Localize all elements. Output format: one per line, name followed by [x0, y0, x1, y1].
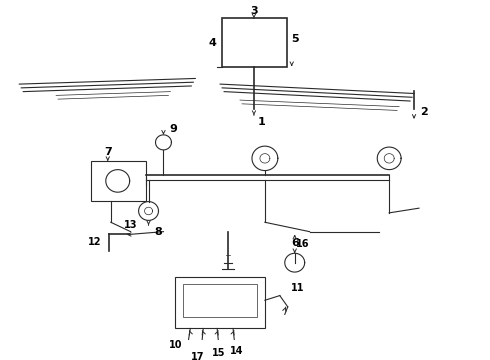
Text: 7: 7: [104, 147, 112, 157]
Text: 17: 17: [191, 352, 204, 360]
Text: 15: 15: [212, 348, 226, 358]
Text: 6: 6: [291, 238, 298, 248]
Text: 11: 11: [291, 283, 304, 293]
Bar: [222, 18, 287, 67]
Text: 8: 8: [155, 227, 162, 237]
Text: 16: 16: [296, 239, 309, 249]
Bar: [183, 284, 257, 317]
Bar: [175, 277, 265, 328]
Text: 2: 2: [420, 107, 428, 117]
Text: 4: 4: [208, 38, 216, 48]
Text: 1: 1: [258, 117, 266, 127]
Text: 14: 14: [230, 346, 244, 356]
Text: 5: 5: [291, 34, 298, 44]
Text: 10: 10: [169, 341, 182, 350]
Text: 3: 3: [250, 6, 258, 16]
Text: 12: 12: [88, 237, 101, 247]
Text: 13: 13: [124, 220, 137, 230]
Text: 9: 9: [170, 124, 177, 134]
Bar: [91, 161, 146, 201]
